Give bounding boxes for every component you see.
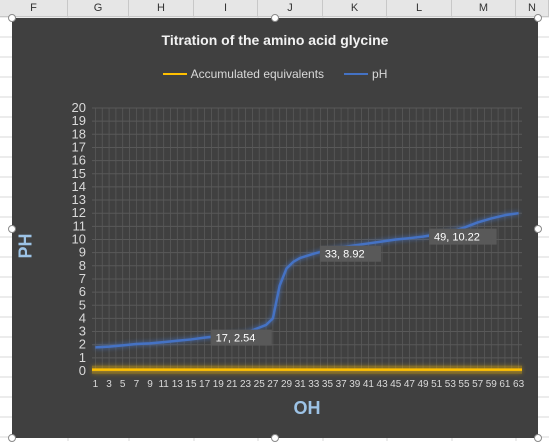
y-tick-label: 14 [72, 179, 86, 194]
column-header-n[interactable]: N [516, 0, 549, 16]
chart-title: Titration of the amino acid glycine [161, 32, 389, 48]
legend-item-accumulated-equivalents: Accumulated equivalents [162, 67, 325, 81]
y-tick-label: 6 [79, 284, 86, 299]
x-tick-label: 15 [185, 379, 197, 390]
x-tick-label: 61 [499, 379, 511, 390]
x-axis-title: OH [293, 398, 321, 418]
x-tick-label: 9 [147, 379, 153, 390]
resize-handle-top-center[interactable] [271, 14, 279, 22]
y-tick-label: 1 [79, 350, 86, 365]
x-tick-label: 13 [172, 379, 184, 390]
x-tick-label: 11 [158, 379, 169, 390]
x-tick-label: 19 [213, 379, 225, 390]
x-tick-label: 31 [295, 379, 307, 390]
column-header-i[interactable]: I [194, 0, 258, 16]
legend-label-accumulated-equivalents: Accumulated equivalents [190, 67, 325, 81]
column-header-g[interactable]: G [68, 0, 129, 16]
legend-item-ph: pH [344, 67, 387, 81]
y-tick-label: 2 [79, 337, 86, 352]
x-tick-label: 27 [267, 379, 279, 390]
y-tick-label: 11 [73, 218, 87, 233]
svg-text:49, 10.22: 49, 10.22 [434, 232, 480, 244]
x-tick-label: 59 [486, 379, 498, 390]
x-tick-label: 45 [390, 379, 402, 390]
x-tick-label: 3 [106, 379, 112, 390]
chart-area[interactable]: Titration of the amino acid glycine Accu… [12, 18, 538, 438]
y-tick-label: 5 [79, 297, 86, 312]
y-tick-label: 20 [72, 100, 86, 115]
x-tick-label: 25 [254, 379, 266, 390]
x-tick-label: 49 [417, 379, 429, 390]
resize-handle-middle-right[interactable] [534, 225, 542, 233]
y-tick-label: 18 [72, 126, 86, 141]
y-tick-label: 9 [79, 245, 86, 260]
y-tick-label: 13 [72, 192, 86, 207]
y-tick-label: 8 [79, 258, 86, 273]
data-label: 49, 10.22 [429, 228, 497, 245]
y-tick-label: 19 [72, 113, 86, 128]
data-label: 17, 2.54 [210, 329, 272, 346]
y-tick-label: 3 [79, 324, 86, 339]
y-tick-label: 15 [72, 166, 86, 181]
x-tick-label: 55 [458, 379, 470, 390]
svg-text:33, 8.92: 33, 8.92 [325, 249, 365, 261]
svg-text:17, 2.54: 17, 2.54 [216, 333, 256, 345]
y-tick-label: 12 [72, 205, 86, 220]
plot-gridlines [92, 107, 522, 372]
y-tick-label: 7 [79, 271, 86, 286]
chart-legend: Accumulated equivalents pH [12, 66, 538, 82]
resize-handle-top-right[interactable] [534, 14, 542, 22]
x-tick-label: 35 [322, 379, 334, 390]
x-tick-label: 33 [308, 379, 320, 390]
column-header-m[interactable]: M [452, 0, 516, 16]
y-tick-label: 17 [72, 139, 86, 154]
x-tick-label: 23 [240, 379, 252, 390]
x-tick-label: 41 [363, 379, 375, 390]
column-header-f[interactable]: F [0, 0, 68, 16]
x-tick-label: 63 [513, 379, 525, 390]
column-header-h[interactable]: H [129, 0, 194, 16]
x-tick-label: 21 [226, 379, 238, 390]
y-tick-label: 16 [72, 153, 86, 168]
x-tick-label: 37 [336, 379, 348, 390]
column-header-j[interactable]: J [258, 0, 323, 16]
x-tick-label: 7 [134, 379, 140, 390]
x-tick-label: 39 [349, 379, 361, 390]
y-tick-label: 0 [79, 363, 86, 378]
legend-swatch-ph [344, 73, 369, 75]
resize-handle-middle-left[interactable] [8, 225, 16, 233]
x-tick-label: 5 [120, 379, 126, 390]
x-tick-label: 57 [472, 379, 484, 390]
x-tick-label: 51 [431, 379, 443, 390]
y-tick-label: 10 [72, 232, 86, 247]
column-header-k[interactable]: K [323, 0, 387, 16]
x-tick-label: 29 [281, 379, 293, 390]
x-tick-label: 1 [93, 379, 99, 390]
x-tick-label: 47 [404, 379, 416, 390]
resize-handle-top-left[interactable] [8, 14, 16, 22]
legend-label-ph: pH [372, 67, 388, 81]
data-label: 33, 8.92 [319, 245, 382, 262]
x-tick-label: 53 [445, 379, 457, 390]
y-tick-label: 4 [79, 310, 86, 325]
legend-swatch-accumulated-equivalents [162, 73, 187, 75]
x-tick-label: 17 [199, 379, 211, 390]
x-tick-label: 43 [377, 379, 389, 390]
column-header-l[interactable]: L [387, 0, 452, 16]
